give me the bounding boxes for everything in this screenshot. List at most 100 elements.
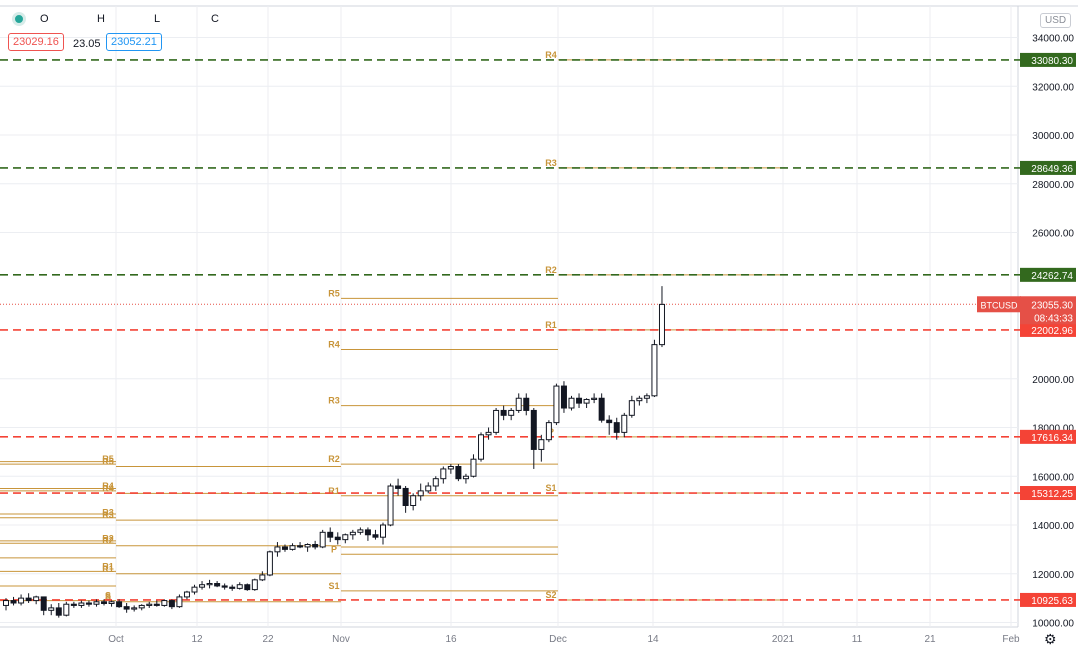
- candle: [251, 578, 258, 591]
- pivot-label: R4: [102, 483, 114, 493]
- candle: [206, 579, 213, 589]
- spread-value: 23.05: [73, 38, 101, 50]
- candle: [523, 393, 530, 416]
- pivot-label: S1: [545, 483, 556, 493]
- candle-body: [251, 579, 258, 591]
- candle: [191, 584, 198, 595]
- gear-icon[interactable]: ⚙: [1044, 631, 1057, 647]
- candle: [116, 599, 123, 608]
- candle: [500, 405, 507, 421]
- pivot-label: S2: [545, 590, 556, 600]
- candle: [538, 434, 545, 462]
- pivot-label: R3: [328, 396, 340, 406]
- candle: [244, 583, 251, 591]
- pivot-label: R1: [328, 486, 340, 496]
- candle: [606, 415, 613, 435]
- candle-body: [493, 409, 500, 433]
- candle: [327, 527, 334, 543]
- pivot-label: R2: [102, 536, 114, 546]
- candle: [10, 596, 17, 606]
- candle: [48, 604, 55, 616]
- candle: [380, 522, 386, 545]
- candle: [515, 393, 522, 413]
- candle-body: [402, 487, 409, 506]
- open-label: O: [40, 13, 49, 25]
- candle: [447, 464, 454, 474]
- level-tag-label: 24262.74: [1031, 271, 1073, 282]
- candle-body: [576, 397, 583, 404]
- close-label: C: [211, 13, 219, 25]
- symbol-tag: [977, 296, 1021, 313]
- candle-body: [10, 600, 17, 604]
- candle: [628, 395, 635, 418]
- pivot-label: S: [105, 592, 111, 602]
- y-tick-label: 30000.00: [1032, 131, 1074, 142]
- candle-body: [410, 495, 417, 506]
- candle: [545, 420, 552, 443]
- pivot-label: R3: [102, 510, 114, 520]
- candle: [387, 483, 394, 527]
- candle-body: [636, 397, 643, 402]
- x-tick-label: 14: [647, 634, 659, 645]
- buy-price-button[interactable]: 23052.21: [106, 33, 162, 51]
- candle-body: [598, 397, 605, 421]
- ohlc-legend: O H L C: [4, 4, 304, 56]
- candle-body: [108, 601, 115, 604]
- pivot-label: S1: [328, 581, 339, 591]
- high-label: H: [97, 13, 105, 25]
- x-tick-label: Nov: [332, 634, 350, 645]
- grid: [0, 5, 1078, 628]
- current-price-label: 23055.30: [1031, 300, 1073, 311]
- y-tick-label: 18000.00: [1032, 424, 1074, 435]
- sell-price-button[interactable]: 23029.16: [8, 33, 64, 51]
- candle-body: [628, 400, 635, 416]
- market-status-icon: [12, 12, 26, 26]
- y-tick-label: 12000.00: [1032, 570, 1074, 581]
- candle-body: [70, 603, 77, 606]
- candle: [25, 593, 32, 603]
- candle-body: [229, 586, 236, 589]
- candle: [432, 476, 439, 491]
- candle-body: [591, 397, 598, 400]
- candle: [643, 393, 650, 404]
- candle: [168, 599, 175, 610]
- pivot-label: R4: [545, 50, 557, 60]
- pivot-label: P: [331, 544, 337, 554]
- pivot-label: R1: [545, 320, 557, 330]
- currency-button[interactable]: USD: [1040, 13, 1072, 28]
- countdown-label: 08:43:33: [1034, 313, 1073, 324]
- candle: [312, 540, 319, 550]
- candle-body: [462, 475, 469, 480]
- candle-body: [470, 458, 477, 477]
- level-tag: [1020, 486, 1076, 501]
- x-tick-label: 11: [852, 634, 863, 645]
- candle-body: [244, 584, 251, 591]
- candle: [470, 454, 477, 478]
- candle-body: [342, 534, 349, 541]
- candle-body: [78, 602, 85, 606]
- candle-body: [327, 531, 334, 538]
- candle: [576, 393, 583, 408]
- candle-body: [176, 596, 183, 608]
- candle: [425, 482, 432, 494]
- candle-body: [395, 485, 402, 489]
- level-tag-label: 17616.34: [1031, 433, 1073, 444]
- candle-body: [25, 597, 32, 602]
- candle-body: [651, 344, 658, 397]
- candle: [40, 596, 47, 616]
- candle-body: [319, 531, 326, 548]
- y-tick-label: 16000.00: [1032, 472, 1074, 483]
- candle: [636, 395, 643, 406]
- x-tick-label: Dec: [549, 634, 567, 645]
- candle: [259, 571, 266, 582]
- candle-body: [85, 602, 92, 605]
- candle-body: [206, 583, 213, 586]
- candle: [183, 590, 190, 600]
- candle: [161, 599, 168, 607]
- candle: [478, 432, 485, 462]
- candle-body: [93, 601, 100, 605]
- candle: [364, 527, 371, 541]
- pivot-label: R3: [545, 158, 557, 168]
- level-tag: [1020, 429, 1076, 444]
